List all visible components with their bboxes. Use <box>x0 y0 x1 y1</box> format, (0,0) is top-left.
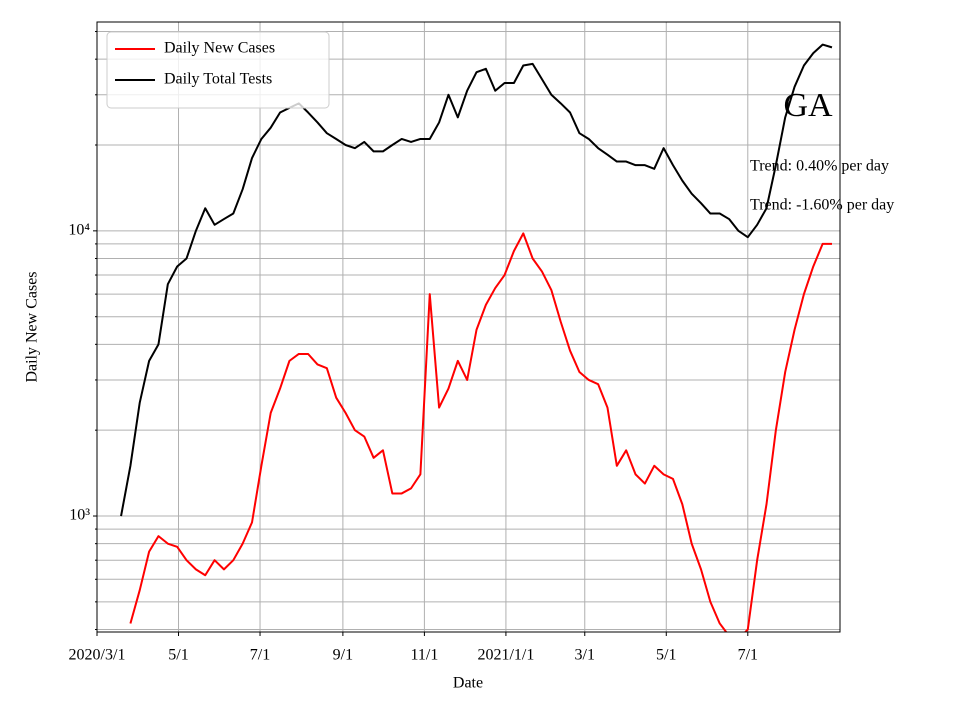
legend-label: Daily New Cases <box>164 40 275 57</box>
state-annotation: GA <box>783 87 833 124</box>
x-tick-label: 9/1 <box>333 647 353 664</box>
series-line <box>120 43 833 517</box>
x-tick-label: 3/1 <box>575 647 595 664</box>
x-axis-label: Date <box>453 675 483 692</box>
trend-annotation: Trend: 0.40% per day <box>750 158 889 175</box>
plot-frame <box>96 21 841 633</box>
x-tick-label: 5/1 <box>168 647 188 664</box>
y-tick-label: 10⁴ <box>68 222 90 239</box>
trend-annotation: Trend: -1.60% per day <box>750 197 894 214</box>
legend-box <box>106 31 330 109</box>
x-tick-label: 2021/1/1 <box>477 647 534 664</box>
x-tick-label: 7/1 <box>250 647 270 664</box>
x-tick-label: 11/1 <box>410 647 438 664</box>
x-tick-label: 5/1 <box>656 647 676 664</box>
y-tick-label: 10³ <box>69 507 90 524</box>
x-tick-label: 7/1 <box>738 647 758 664</box>
y-axis-label: Daily New Cases <box>24 271 41 382</box>
series-line <box>129 232 832 632</box>
x-tick-label: 2020/3/1 <box>69 647 126 664</box>
legend-label: Daily Total Tests <box>164 71 272 88</box>
